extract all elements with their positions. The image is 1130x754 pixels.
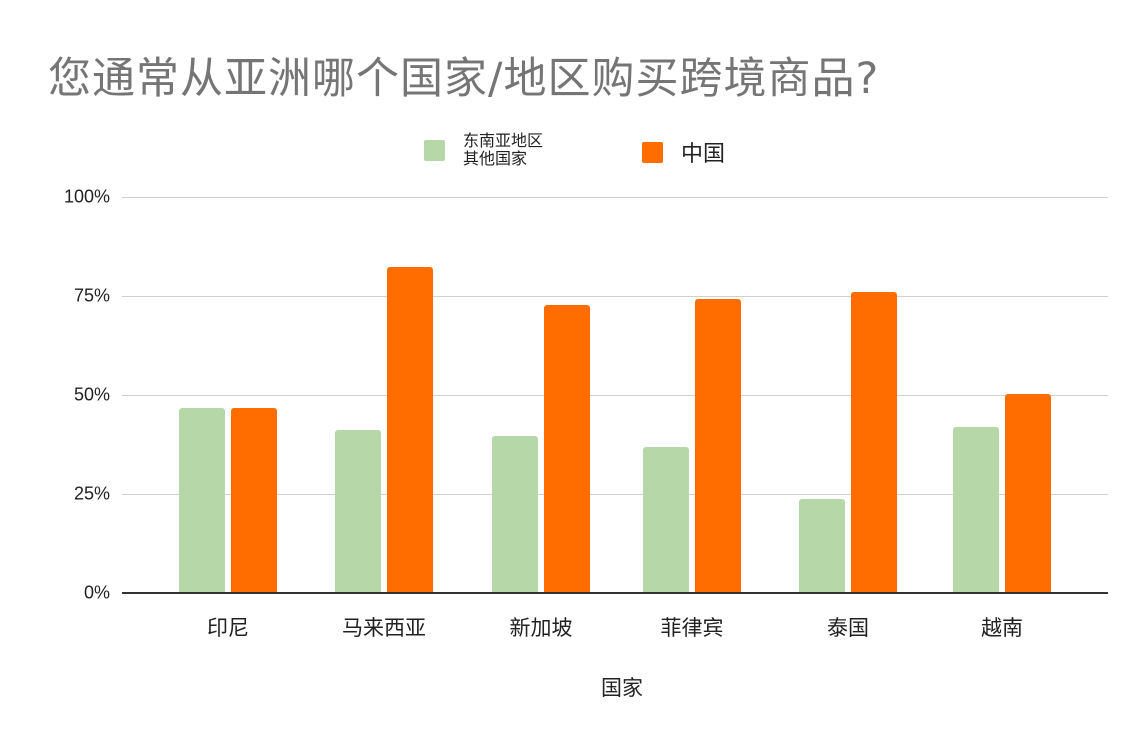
y-tick-label: 100%	[63, 186, 110, 207]
bar-china	[695, 299, 741, 593]
bar-china	[544, 305, 590, 593]
y-tick-label: 50%	[73, 384, 110, 405]
y-tick-label: 25%	[73, 483, 110, 504]
gridline	[122, 197, 1108, 198]
legend-item-china: 中国	[642, 136, 725, 168]
chart-title: 您通常从亚洲哪个国家/地区购买跨境商品?	[48, 54, 880, 104]
legend-line-1: 东南亚地区	[463, 131, 544, 150]
legend: 东南亚地区 其他国家 中国	[0, 128, 1130, 172]
x-axis-line	[122, 592, 1108, 594]
legend-swatch-orange	[642, 141, 663, 163]
gridline	[122, 296, 1108, 297]
legend-item-sea-other: 东南亚地区 其他国家	[424, 132, 543, 168]
gridline	[122, 494, 1108, 495]
x-tick-label: 马来西亚	[342, 616, 426, 640]
y-tick-label: 75%	[73, 285, 110, 306]
x-tick-label: 泰国	[827, 616, 869, 640]
x-axis-title: 国家	[601, 676, 643, 700]
bar-china	[1005, 394, 1051, 593]
x-tick-label: 菲律宾	[660, 616, 724, 640]
x-tick-label: 越南	[981, 616, 1023, 640]
legend-label-china: 中国	[681, 142, 726, 167]
x-tick-label: 新加坡	[509, 616, 573, 640]
y-tick-label: 0%	[83, 582, 110, 603]
bar-sea-other	[335, 429, 381, 593]
gridline	[122, 395, 1108, 396]
bar-sea-other	[492, 436, 538, 593]
bar-sea-other	[179, 408, 225, 593]
bar-sea-other	[799, 499, 845, 593]
legend-label-sea-other: 东南亚地区 其他国家	[463, 132, 543, 168]
x-tick-label: 印尼	[207, 616, 249, 640]
legend-swatch-green	[424, 139, 445, 161]
bar-sea-other	[643, 446, 689, 593]
legend-line-2: 其他国家	[463, 149, 528, 168]
bar-china	[231, 408, 277, 593]
bar-china	[851, 292, 897, 593]
bar-sea-other	[953, 427, 999, 593]
bar-china	[387, 267, 433, 593]
